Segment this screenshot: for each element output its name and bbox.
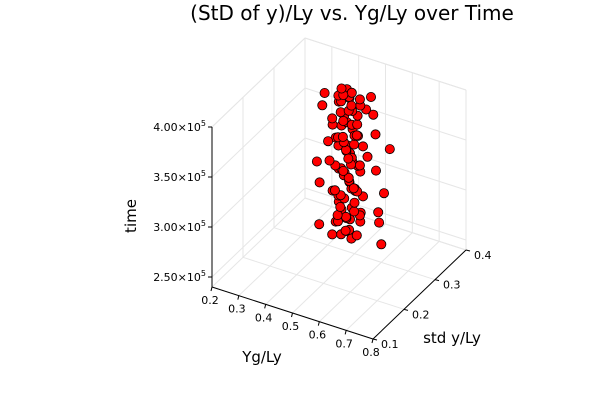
- x-tick-label: 0.6: [309, 329, 327, 342]
- x-tick-mark: [291, 312, 293, 318]
- y-axis-ticks: 0.1 0.2 0.3 0.4: [372, 249, 492, 351]
- y-axis-line: [372, 249, 467, 340]
- y-tick-mark: [372, 338, 378, 341]
- z-tick-label: 2.50×105: [153, 269, 206, 284]
- x-tick-mark: [371, 338, 374, 344]
- data-point: [311, 156, 322, 167]
- x-tick-label: 0.7: [335, 337, 353, 350]
- x-tick-mark: [237, 295, 240, 300]
- data-point: [338, 116, 349, 127]
- data-point: [370, 165, 381, 176]
- data-point: [340, 211, 351, 222]
- data-point: [319, 88, 330, 99]
- x-axis-ticks: 0.2 0.3 0.4 0.5 0.6 0.7 0.8: [201, 286, 380, 359]
- data-point: [317, 100, 328, 111]
- data-point: [352, 119, 363, 130]
- chart-title: (StD of y)/Ly vs. Yg/Ly over Time: [190, 1, 514, 25]
- grid-line-x-floor: [318, 232, 413, 323]
- data-point: [351, 230, 362, 241]
- z-axis-ticks: 2.50×105 3.00×105 3.50×105 4.00×105: [153, 119, 212, 284]
- data-point: [349, 197, 360, 208]
- data-point: [351, 130, 362, 141]
- y-tick-label: 0.1: [381, 338, 399, 351]
- y-axis-label: std y/Ly: [423, 329, 481, 347]
- grid-line-z-backwall: [304, 187, 467, 241]
- wall-edge: [304, 197, 467, 251]
- data-point: [343, 172, 354, 183]
- data-point: [362, 151, 373, 162]
- data-point: [349, 206, 360, 217]
- data-point: [365, 92, 376, 103]
- data-point: [336, 83, 347, 94]
- x-tick-mark: [317, 321, 320, 326]
- x-axis-label: Yg/Ly: [241, 348, 282, 366]
- data-point: [323, 136, 334, 147]
- data-point: [378, 188, 389, 199]
- z-tick-label: 3.50×105: [153, 169, 206, 184]
- z-axis-label: time: [122, 199, 140, 233]
- data-point: [343, 153, 354, 164]
- data-point: [357, 141, 368, 152]
- data-point: [327, 113, 338, 124]
- x-tick-mark: [264, 304, 267, 309]
- grid-line-x-floor: [345, 240, 440, 331]
- grid-line-x-floor: [292, 223, 386, 314]
- data-points: [311, 83, 395, 250]
- x-tick-label: 0.4: [255, 311, 273, 324]
- data-point: [346, 87, 357, 98]
- data-point: [346, 100, 357, 111]
- grid-line-z-sidewall: [211, 137, 306, 228]
- wall-edge: [211, 37, 306, 128]
- y-tick-label: 0.3: [443, 279, 461, 292]
- data-point: [340, 225, 351, 236]
- y-tick-label: 0.4: [474, 249, 492, 262]
- x-tick-label: 0.8: [362, 346, 380, 359]
- y-tick-mark: [465, 249, 471, 252]
- data-point: [374, 217, 385, 228]
- z-tick-label: 3.00×105: [153, 219, 206, 234]
- grid-line-z-backwall: [304, 137, 467, 191]
- y-tick-mark: [434, 279, 440, 282]
- data-point: [337, 131, 348, 142]
- grid-line-x-floor: [211, 197, 306, 288]
- data-point: [376, 239, 387, 250]
- data-point: [314, 177, 325, 188]
- grid-line-z-backwall: [304, 87, 467, 141]
- data-point: [335, 201, 346, 212]
- z-tick-label: 4.00×105: [153, 119, 206, 134]
- grid-line-z-sidewall: [211, 87, 306, 178]
- grid-line-y-floor: [242, 256, 405, 310]
- data-point: [354, 94, 365, 105]
- x-tick-mark: [210, 286, 213, 292]
- data-point: [314, 219, 325, 230]
- data-point: [370, 129, 381, 140]
- data-point: [368, 109, 379, 120]
- data-point: [354, 160, 365, 171]
- grid-line-z-sidewall: [211, 187, 306, 278]
- data-point: [373, 207, 384, 218]
- data-point: [327, 229, 338, 240]
- x-tick-label: 0.5: [282, 320, 300, 333]
- x-tick-mark: [344, 330, 347, 335]
- grid-line-y-floor: [273, 227, 436, 281]
- x-tick-label: 0.3: [228, 303, 246, 316]
- data-point: [349, 139, 360, 150]
- data-point: [324, 155, 335, 166]
- y-tick-label: 0.2: [412, 308, 430, 321]
- x-tick-label: 0.2: [201, 294, 219, 307]
- wall-edge: [304, 37, 467, 91]
- data-point: [384, 144, 395, 155]
- data-point: [329, 185, 340, 196]
- y-tick-mark: [403, 308, 409, 311]
- data-point: [338, 165, 349, 176]
- data-point: [348, 183, 359, 194]
